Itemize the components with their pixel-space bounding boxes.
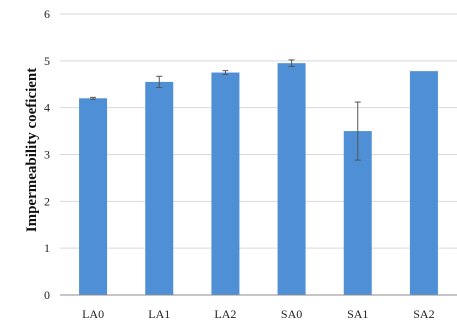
y-tick-label: 5 <box>44 54 50 68</box>
error-bar-LA0 <box>90 96 97 100</box>
bar-LA0 <box>79 98 108 295</box>
error-bars <box>90 59 361 161</box>
gridlines <box>60 13 457 249</box>
bar-SA0 <box>277 63 306 295</box>
x-tick-label: SA1 <box>347 307 368 321</box>
bar-LA2 <box>211 72 240 296</box>
bars <box>79 63 438 296</box>
y-tick-label: 2 <box>44 194 50 208</box>
error-bar-LA2 <box>222 70 229 75</box>
error-bar-LA1 <box>156 75 163 89</box>
x-tick-label: LA2 <box>214 307 236 321</box>
y-tick-label: 0 <box>44 288 50 302</box>
y-tick-labels: 0 1 2 3 4 5 6 <box>44 7 50 302</box>
bar-LA1 <box>145 81 174 296</box>
x-tick-label: LA1 <box>148 307 170 321</box>
x-tick-label: SA0 <box>281 307 302 321</box>
y-tick-label: 6 <box>44 7 50 21</box>
x-tick-labels: LA0 LA1 LA2 SA0 SA1 SA2 <box>82 307 435 321</box>
bar-SA2 <box>409 71 438 296</box>
x-tick-label: LA0 <box>82 307 104 321</box>
y-axis-label: Impermeability coeficient <box>24 68 40 233</box>
y-tick-label: 3 <box>44 148 50 162</box>
error-bar-SA0 <box>288 59 295 67</box>
y-tick-label: 4 <box>44 101 50 115</box>
x-tick-label: SA2 <box>413 307 434 321</box>
y-tick-label: 1 <box>44 241 50 255</box>
error-bar-SA1 <box>354 101 361 161</box>
